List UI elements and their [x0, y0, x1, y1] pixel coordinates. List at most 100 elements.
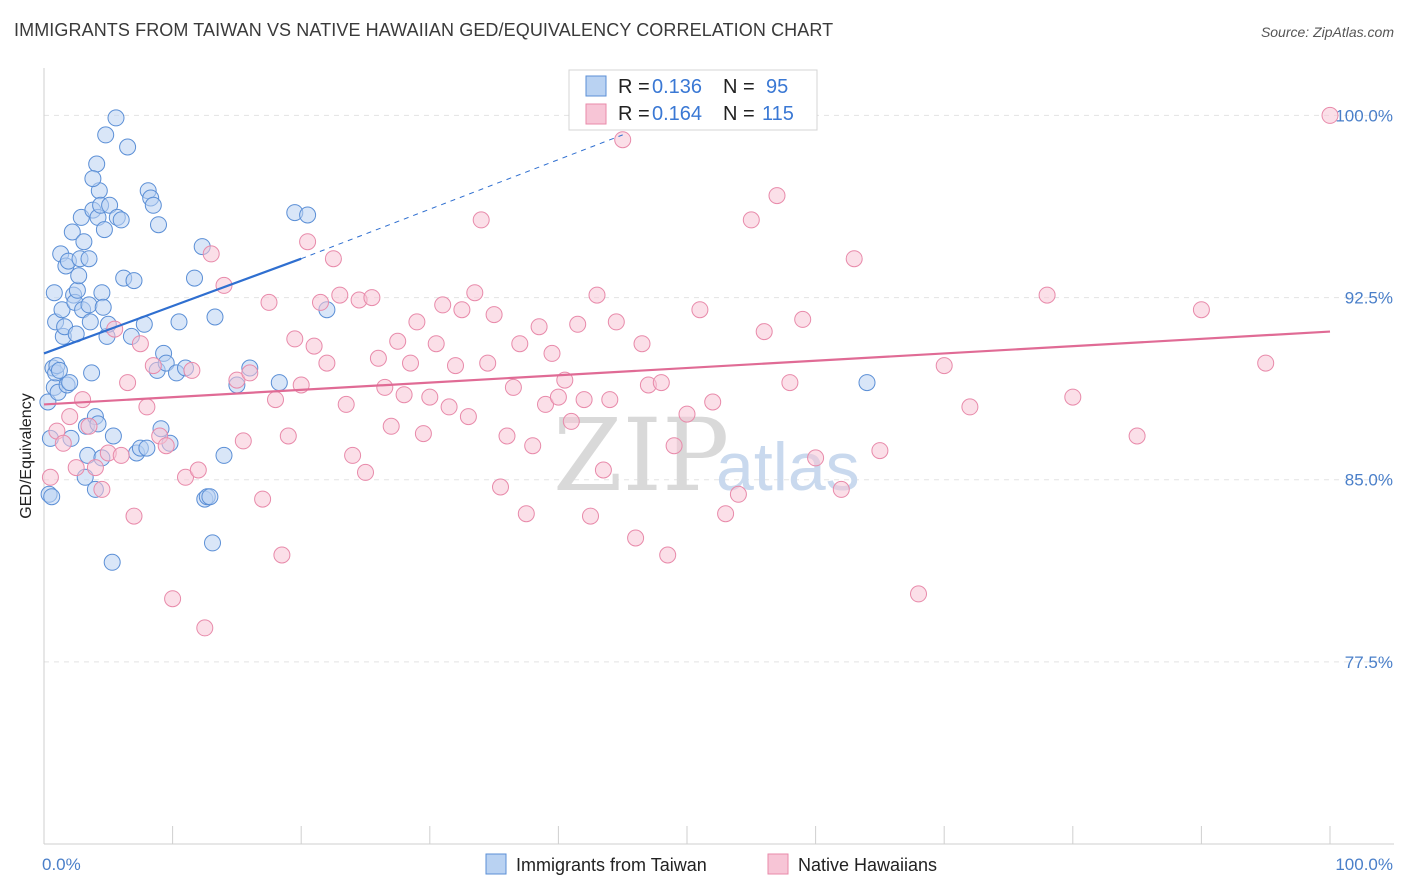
- point-hawaiian: [434, 296, 452, 314]
- stats-r-label-hawaiian: R =: [618, 103, 650, 125]
- point-hawaiian: [144, 357, 162, 375]
- point-hawaiian: [61, 408, 79, 426]
- point-taiwan: [270, 374, 288, 392]
- point-taiwan: [68, 281, 86, 299]
- series-hawaiian-points: [41, 106, 1339, 637]
- y-tick-labels: 100.0% 92.5% 85.0% 77.5%: [1335, 106, 1393, 671]
- point-hawaiian: [492, 478, 509, 496]
- point-taiwan: [80, 296, 98, 314]
- point-taiwan: [186, 269, 203, 287]
- point-hawaiian: [678, 405, 696, 423]
- point-hawaiian: [845, 250, 863, 268]
- point-hawaiian: [665, 437, 683, 455]
- point-hawaiian: [299, 233, 317, 251]
- point-taiwan: [101, 196, 119, 214]
- point-hawaiian: [562, 412, 580, 430]
- point-hawaiian: [357, 463, 374, 481]
- point-hawaiian: [729, 485, 747, 503]
- point-hawaiian: [112, 446, 130, 464]
- point-hawaiian: [607, 313, 625, 331]
- point-hawaiian: [479, 354, 497, 372]
- point-taiwan: [170, 313, 188, 331]
- point-taiwan: [50, 361, 68, 379]
- point-taiwan: [43, 488, 61, 506]
- point-hawaiian: [755, 323, 773, 341]
- stats-n-label-hawaiian: N =: [723, 103, 755, 125]
- point-hawaiian: [440, 398, 458, 416]
- point-hawaiian: [234, 432, 252, 450]
- point-taiwan: [206, 308, 224, 326]
- point-hawaiian: [376, 378, 394, 396]
- point-hawaiian: [267, 391, 284, 409]
- trend-line-taiwan-extension: [301, 134, 623, 260]
- point-hawaiian: [871, 442, 889, 460]
- point-hawaiian: [54, 434, 72, 452]
- stats-n-label-taiwan: N =: [723, 76, 755, 98]
- legend-label-taiwan: Immigrants from Taiwan: [516, 855, 707, 875]
- point-hawaiian: [1064, 388, 1082, 406]
- stats-legend: R = 0.136 N = 95 R = 0.164 N = 115: [568, 69, 818, 131]
- point-hawaiian: [549, 388, 567, 406]
- point-hawaiian: [324, 250, 342, 268]
- point-hawaiian: [183, 361, 201, 379]
- point-hawaiian: [569, 315, 587, 333]
- point-hawaiian: [74, 391, 92, 409]
- point-hawaiian: [389, 332, 407, 350]
- point-taiwan: [103, 553, 121, 571]
- point-hawaiian: [157, 437, 175, 455]
- point-taiwan: [75, 233, 93, 251]
- point-hawaiian: [421, 388, 439, 406]
- point-hawaiian: [588, 286, 606, 304]
- point-hawaiian: [80, 417, 98, 435]
- trend-line-hawaiian: [43, 330, 1331, 406]
- point-hawaiian: [189, 461, 207, 479]
- point-hawaiian: [254, 490, 272, 508]
- stats-legend-swatch-taiwan: [585, 75, 607, 97]
- point-taiwan: [138, 439, 156, 457]
- point-hawaiian: [119, 374, 137, 392]
- point-hawaiian: [601, 391, 619, 409]
- grid-lines: [44, 114, 1394, 663]
- point-taiwan: [70, 267, 88, 285]
- axes: [43, 68, 1394, 845]
- point-hawaiian: [344, 446, 362, 464]
- point-hawaiian: [627, 529, 645, 547]
- point-taiwan: [150, 216, 167, 234]
- point-taiwan: [53, 301, 71, 319]
- point-hawaiian: [652, 374, 670, 392]
- point-taiwan: [80, 250, 98, 268]
- point-hawaiian: [794, 310, 812, 328]
- point-hawaiian: [363, 289, 381, 307]
- x-ticks: [43, 826, 1331, 844]
- point-hawaiian: [659, 546, 677, 564]
- point-hawaiian: [41, 468, 59, 486]
- chart-title: IMMIGRANTS FROM TAIWAN VS NATIVE HAWAIIA…: [14, 20, 834, 40]
- trend-lines: [43, 134, 1331, 406]
- point-hawaiian: [1257, 354, 1275, 372]
- point-taiwan: [858, 374, 876, 392]
- point-hawaiian: [202, 245, 220, 263]
- y-axis-title: GED/Equivalency: [18, 393, 35, 518]
- point-hawaiian: [395, 386, 413, 404]
- point-hawaiian: [472, 211, 490, 229]
- point-hawaiian: [781, 374, 799, 392]
- x-tick-label-max: 100.0%: [1335, 855, 1393, 874]
- point-hawaiian: [382, 417, 400, 435]
- point-hawaiian: [67, 459, 85, 477]
- point-hawaiian: [466, 284, 484, 302]
- point-hawaiian: [704, 393, 722, 411]
- point-hawaiian: [832, 480, 850, 498]
- point-hawaiian: [273, 546, 291, 564]
- point-hawaiian: [228, 371, 246, 389]
- point-hawaiian: [414, 425, 432, 443]
- watermark-zip: ZIP: [553, 397, 729, 514]
- point-taiwan: [61, 374, 79, 392]
- point-taiwan: [83, 364, 101, 382]
- point-taiwan: [204, 534, 221, 552]
- point-hawaiian: [582, 507, 599, 525]
- y-tick-label: 85.0%: [1345, 471, 1393, 490]
- point-taiwan: [119, 138, 137, 156]
- point-taiwan: [94, 298, 112, 316]
- point-hawaiian: [614, 131, 632, 149]
